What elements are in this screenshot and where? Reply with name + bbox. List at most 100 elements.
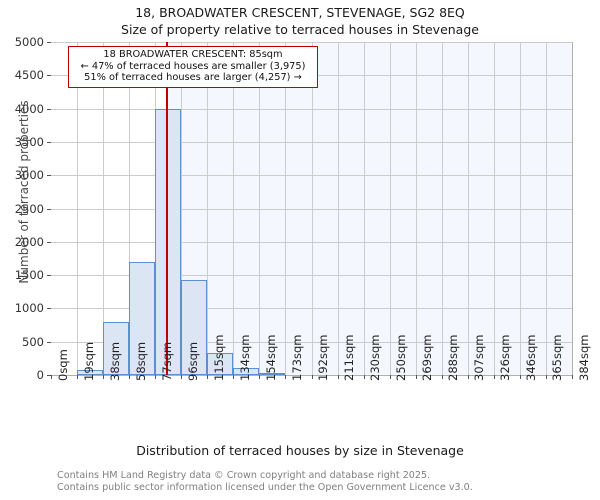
gridline-vertical <box>545 42 547 375</box>
x-axis-tick-label: 115sqm <box>211 334 226 381</box>
annotation-line-1: 18 BROADWATER CRESCENT: 85sqm <box>103 49 283 60</box>
x-axis-tick-label: 288sqm <box>446 334 461 381</box>
x-axis-tick-label: 211sqm <box>342 334 357 381</box>
x-axis-tick-mark <box>572 375 573 379</box>
x-axis-tick-label: 77sqm <box>159 341 174 381</box>
x-axis-tick-mark <box>519 375 521 379</box>
y-axis-tick-label: 0 <box>36 368 44 382</box>
y-axis-tick-mark <box>47 375 51 376</box>
gridline-vertical <box>389 42 391 375</box>
gridline-vertical <box>519 42 521 375</box>
x-axis-tick-mark <box>441 375 443 379</box>
x-axis-tick-mark <box>415 375 417 379</box>
gridline-vertical <box>285 42 287 375</box>
x-axis-tick-mark <box>389 375 391 379</box>
histogram-bar <box>129 261 156 375</box>
x-axis-tick-mark <box>493 375 495 379</box>
y-axis-tick-mark <box>47 108 51 110</box>
y-axis-tick-label: 1000 <box>14 301 44 316</box>
axis-right-spine <box>572 42 573 376</box>
footer-line-1: Contains HM Land Registry data © Crown c… <box>57 470 431 481</box>
x-axis-tick-label: 346sqm <box>524 334 539 381</box>
y-axis-tick-label: 4000 <box>14 101 44 116</box>
footer-line-2: Contains public sector information licen… <box>57 481 473 493</box>
x-axis-tick-label: 173sqm <box>289 334 304 381</box>
y-axis-tick-label: 1500 <box>14 268 44 283</box>
x-axis-tick-mark <box>129 375 131 379</box>
x-axis-tick-mark <box>103 375 105 379</box>
x-axis-tick-mark <box>181 375 183 379</box>
histogram-bar <box>207 353 234 375</box>
y-axis-tick-mark <box>47 341 51 343</box>
gridline-vertical <box>77 42 79 375</box>
y-axis-tick-mark <box>47 141 51 143</box>
gridline-vertical <box>181 42 183 375</box>
x-axis-tick-mark <box>363 375 365 379</box>
y-axis-tick-mark <box>47 241 51 243</box>
x-axis-tick-mark <box>207 375 209 379</box>
y-axis-tick-mark <box>47 42 51 43</box>
gridline-vertical <box>415 42 417 375</box>
property-annotation-box: 18 BROADWATER CRESCENT: 85sqm ← 47% of t… <box>68 46 318 88</box>
y-axis-tick-mark <box>47 308 51 310</box>
x-axis-tick-label: 19sqm <box>81 341 96 381</box>
gridline-vertical <box>441 42 443 375</box>
x-axis-tick-label: 38sqm <box>107 341 122 381</box>
y-axis-tick-label: 2000 <box>14 234 44 249</box>
y-axis-tick-label: 5000 <box>14 35 44 49</box>
x-axis-tick-mark <box>77 375 79 379</box>
x-axis-tick-label: 326sqm <box>498 334 513 381</box>
property-size-marker-line <box>166 42 168 375</box>
histogram-bar <box>155 108 182 375</box>
y-axis-tick-label: 2500 <box>14 201 44 216</box>
y-axis-tick-label: 500 <box>22 334 44 349</box>
gridline-vertical <box>259 42 261 375</box>
y-axis-tick-mark <box>47 175 51 177</box>
histogram-bar <box>233 368 260 375</box>
chart-title-block: 18, BROADWATER CRESCENT, STEVENAGE, SG2 … <box>0 0 600 38</box>
histogram-bar <box>259 373 286 375</box>
y-axis-tick-mark <box>47 275 51 277</box>
gridline-vertical <box>103 42 105 375</box>
y-axis-tick-mark <box>47 75 51 77</box>
gridline-vertical <box>493 42 495 375</box>
annotation-line-2: ← 47% of terraced houses are smaller (3,… <box>80 60 306 72</box>
x-axis-tick-label: 250sqm <box>394 334 409 381</box>
chart-subtitle: Size of property relative to terraced ho… <box>121 22 479 37</box>
x-axis-tick-mark <box>259 375 261 379</box>
gridline-vertical <box>363 42 365 375</box>
histogram-bar <box>181 279 208 375</box>
gridline-vertical <box>311 42 313 375</box>
x-axis-tick-label: 269sqm <box>420 334 435 381</box>
x-axis-tick-label: 154sqm <box>263 334 278 381</box>
page-title: 18, BROADWATER CRESCENT, STEVENAGE, SG2 … <box>135 5 465 20</box>
x-axis-tick-mark <box>233 375 235 379</box>
x-axis-tick-label: 384sqm <box>576 334 591 381</box>
x-axis-tick-mark <box>545 375 547 379</box>
x-axis-tick-mark <box>285 375 287 379</box>
x-axis-tick-mark <box>311 375 313 379</box>
histogram-bar <box>103 321 130 375</box>
y-axis-tick-mark <box>47 208 51 210</box>
x-axis-tick-label: 365sqm <box>550 334 565 381</box>
x-axis-tick-mark <box>51 375 52 379</box>
x-axis-tick-label: 230sqm <box>368 334 383 381</box>
x-axis-title: Distribution of terraced houses by size … <box>136 443 464 458</box>
gridline-vertical <box>233 42 235 375</box>
x-axis-tick-label: 96sqm <box>185 341 200 381</box>
gridline-vertical <box>337 42 339 375</box>
y-axis-tick-label: 3000 <box>14 168 44 183</box>
annotation-line-3: 51% of terraced houses are larger (4,257… <box>84 72 302 84</box>
x-axis-tick-label: 0sqm <box>55 349 70 381</box>
x-axis-tick-mark <box>337 375 339 379</box>
y-axis-tick-label: 3500 <box>14 134 44 149</box>
x-axis-tick-label: 134sqm <box>237 334 252 381</box>
x-axis-tick-label: 192sqm <box>316 334 330 381</box>
gridline-vertical <box>207 42 209 375</box>
y-axis-tick-label: 4500 <box>14 68 44 83</box>
x-axis-tick-label: 58sqm <box>133 341 148 381</box>
histogram-bar <box>77 370 104 375</box>
plot-area <box>51 42 572 375</box>
footer-attribution: Contains HM Land Registry data © Crown c… <box>57 470 597 493</box>
y-axis-title: Number of terraced properties <box>17 100 31 284</box>
